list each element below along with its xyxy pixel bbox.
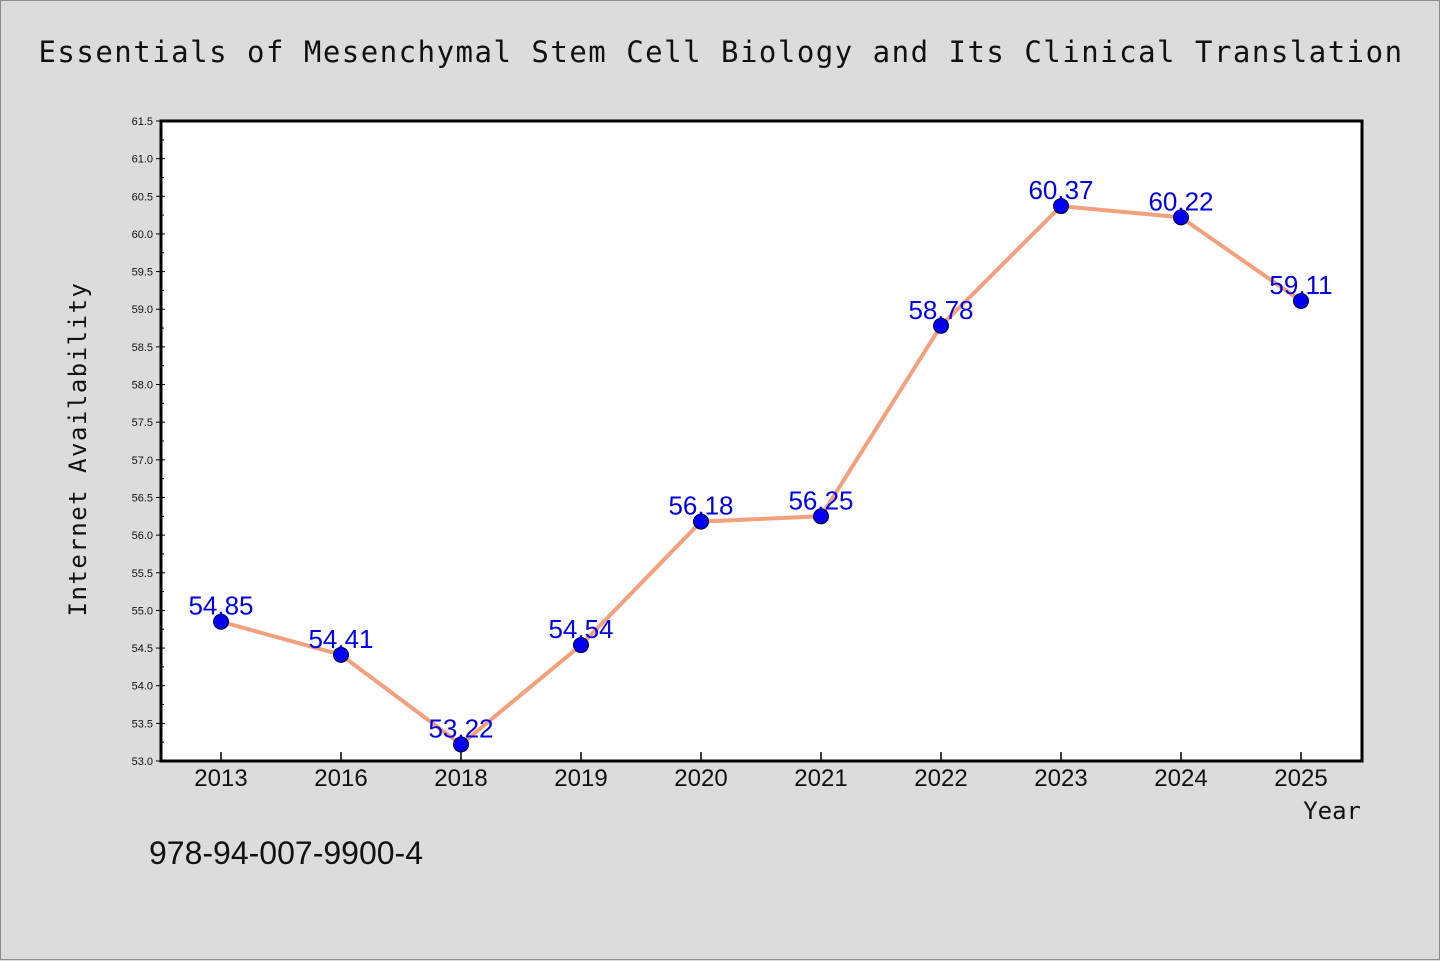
data-point: [333, 646, 349, 663]
data-point: [933, 317, 949, 334]
y-tick-label: 56.0: [132, 530, 153, 542]
data-point: [1293, 292, 1309, 309]
y-tick-label: 53.5: [132, 718, 153, 730]
x-axis: 2013 2016 2018 2019 2020 2021 2022 2023 2024 2025: [194, 752, 1328, 792]
y-tick-label: 59.5: [132, 267, 153, 279]
data-label: 60.22: [1148, 186, 1213, 216]
y-axis: 53.0 53.5 54.0 54.5 55.0 55.5 56.0 56.5 57.0 57.5…: [132, 116, 165, 768]
data-label: 60.37: [1028, 175, 1093, 205]
y-tick-label: 57.0: [132, 455, 153, 467]
series-line: [219, 204, 1303, 747]
data-point: [813, 508, 829, 525]
data-label: 54.85: [188, 591, 253, 621]
y-tick-label: 58.5: [132, 342, 153, 354]
data-point: [213, 613, 229, 630]
y-tick-label: 57.5: [132, 417, 153, 429]
data-point: [693, 513, 709, 530]
y-tick-label: 61.5: [132, 116, 153, 128]
data-point: [1053, 198, 1069, 215]
y-tick-label: 55.0: [132, 605, 153, 617]
y-tick-label: 58.0: [132, 380, 153, 392]
data-point: [573, 637, 589, 654]
y-tick-label: 54.0: [132, 681, 153, 693]
y-tick-label: 59.0: [132, 304, 153, 316]
x-tick-label: 2021: [794, 765, 847, 792]
x-tick-label: 2019: [554, 765, 607, 792]
y-tick-label: 54.5: [132, 643, 153, 655]
x-axis-label: Year: [1303, 797, 1361, 825]
y-tick-label: 60.5: [132, 191, 153, 203]
y-tick-label: 53.0: [132, 756, 153, 768]
x-tick-label: 2024: [1154, 765, 1207, 792]
data-label: 54.54: [548, 614, 613, 644]
chart-title: Essentials of Mesenchymal Stem Cell Biol…: [38, 35, 1404, 69]
y-tick-label: 56.5: [132, 492, 153, 504]
y-tick-label: 55.5: [132, 568, 153, 580]
y-tick-label: 60.0: [132, 229, 153, 241]
x-tick-label: 2013: [194, 765, 247, 792]
data-label: 53.22: [428, 713, 493, 743]
x-tick-label: 2018: [434, 765, 487, 792]
x-tick-label: 2016: [314, 765, 367, 792]
data-label: 56.25: [788, 485, 853, 515]
data-series: 54.85 54.41 53.22 54.54 56.18 56.25 58.78 60.37…: [188, 175, 1333, 753]
data-label: 56.18: [668, 491, 733, 521]
data-label: 58.78: [908, 295, 973, 325]
data-label: 59.11: [1269, 270, 1332, 300]
x-tick-label: 2020: [674, 765, 727, 792]
data-label: 54.41: [308, 624, 373, 654]
x-tick-label: 2025: [1274, 765, 1327, 792]
y-axis-label: Internet Availability: [64, 281, 92, 617]
y-tick-label: 61.0: [132, 154, 153, 166]
x-tick-label: 2022: [914, 765, 967, 792]
data-point: [1173, 209, 1189, 226]
data-point: [453, 736, 469, 753]
isbn-footnote: 978-94-007-9900-4: [149, 835, 423, 871]
x-tick-label: 2023: [1034, 765, 1087, 792]
plot-area: [159, 119, 1364, 763]
